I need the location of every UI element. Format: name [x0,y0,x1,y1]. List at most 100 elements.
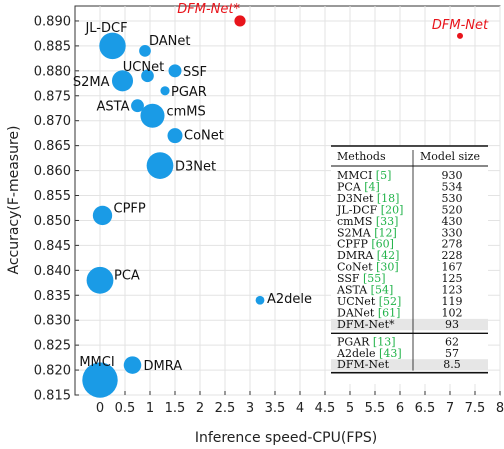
point-label: PCA [114,268,140,283]
x-tick-label: 5.5 [365,401,386,416]
method-citation: [43] [376,347,402,360]
point-label: MMCI [79,355,114,370]
table-method-name: D3Net [18] [337,192,399,205]
method-name: JL-DCF [336,203,378,216]
table-model-size: 520 [442,203,463,216]
table-method-name: PGAR [13] [337,335,396,348]
table-model-size: 330 [442,226,463,239]
method-citation: [12] [371,226,397,239]
method-citation: [42] [373,249,399,262]
data-point [139,45,151,57]
grid-lines [75,6,501,396]
table-model-size: 278 [442,238,463,251]
x-tick-label: 0 [96,401,104,416]
point-label: DFM-Net [432,18,489,33]
method-name: cmMS [337,215,372,228]
data-point [92,205,113,226]
x-tick-label: 2.5 [215,401,236,416]
point-label: ASTA [97,100,130,115]
y-tick-label: 0.840 [34,264,71,279]
x-tick-label: 7 [446,401,454,416]
point-label: CPFP [114,201,146,216]
table-header-methods: Methods [337,150,386,163]
data-point [457,32,463,39]
y-axis-ticks: 0.815 0.820 0.825 0.830 0.835 0.840 0.845 0.850… [34,14,79,404]
data-point [82,362,118,398]
table-method-name: JL-DCF [20] [336,203,403,216]
table-model-size: 530 [442,192,463,205]
table-method-name: SSF [55] [337,272,386,285]
method-name: MMCI [337,169,372,182]
y-tick-label: 0.885 [34,39,71,54]
x-tick-label: 1.5 [165,401,186,416]
x-tick-label: 6.5 [415,401,436,416]
method-name: D3Net [337,192,374,205]
point-label: S2MA [73,75,110,90]
data-point [167,128,183,144]
table-model-size: 167 [442,261,463,274]
table-method-name: DFM-Net* [337,318,395,331]
method-name: ASTA [336,284,368,297]
x-tick-label: 8 [496,401,504,416]
y-tick-label: 0.880 [34,64,71,79]
y-tick-label: 0.845 [34,239,71,254]
table-row-highlight [331,318,488,331]
table-model-size: 930 [442,169,463,182]
data-point [123,356,142,374]
y-axis-title: Accuracy(F-measure) [6,125,22,274]
method-citation: [61] [374,306,400,319]
table-header-size: Model size [420,150,480,163]
data-point [99,32,126,60]
table-method-name: CPFP [60] [337,238,394,251]
table-method-name: DANet [61] [337,306,400,319]
table-model-size: 8.5 [443,358,461,371]
method-citation: [13] [369,335,395,348]
table-model-size: 430 [442,215,463,228]
table-method-name: ASTA [54] [336,284,393,297]
table-method-name: MMCI [5] [337,169,391,182]
y-tick-label: 0.850 [34,214,71,229]
table-method-name: DFM-Net [337,358,390,371]
table-method-name: UCNet [52] [337,295,401,308]
method-citation: [30] [373,261,399,274]
method-citation: [18] [373,192,399,205]
point-label: PGAR [171,85,207,100]
x-tick-label: 6 [396,401,404,416]
data-point [146,152,174,179]
method-citation: [4] [361,180,380,193]
table-method-name: PCA [4] [337,180,380,193]
data-point [141,69,154,83]
table-method-name: S2MA [12] [337,226,397,239]
data-point [86,266,114,294]
point-label: DFM-Net* [177,2,240,17]
x-axis-title: Inference speed-CPU(FPS) [195,430,377,446]
x-tick-label: 4 [296,401,304,416]
method-name: S2MA [337,226,372,239]
table-background [331,146,488,384]
method-name: SSF [337,272,360,285]
x-tick-label: 7.5 [465,401,486,416]
data-point [234,15,246,27]
point-label: D3Net [175,160,216,175]
x-tick-label: 1 [146,401,154,416]
y-tick-label: 0.825 [34,339,71,354]
x-axis-ticks: 0 0.5 1 1.5 2 2.5 3 3.5 4 4.5 5 5.5 6 6.5 7 7.5 8 [96,391,504,416]
y-tick-label: 0.870 [34,114,71,129]
y-tick-label: 0.890 [34,14,71,29]
table-method-name: cmMS [33] [337,215,398,228]
x-tick-label: 2 [196,401,204,416]
point-label: DMRA [144,359,183,374]
data-point [111,70,134,92]
method-name: DFM-Net* [337,318,395,331]
point-label: UCNet [123,60,164,75]
point-label: JL-DCF [84,21,127,36]
method-citation: [5] [372,169,391,182]
y-tick-label: 0.855 [34,189,71,204]
method-name: A2dele [336,347,376,360]
method-name: PGAR [337,335,370,348]
data-points [82,15,463,398]
method-name: DMRA [337,249,374,262]
table-model-size: 228 [442,249,463,262]
